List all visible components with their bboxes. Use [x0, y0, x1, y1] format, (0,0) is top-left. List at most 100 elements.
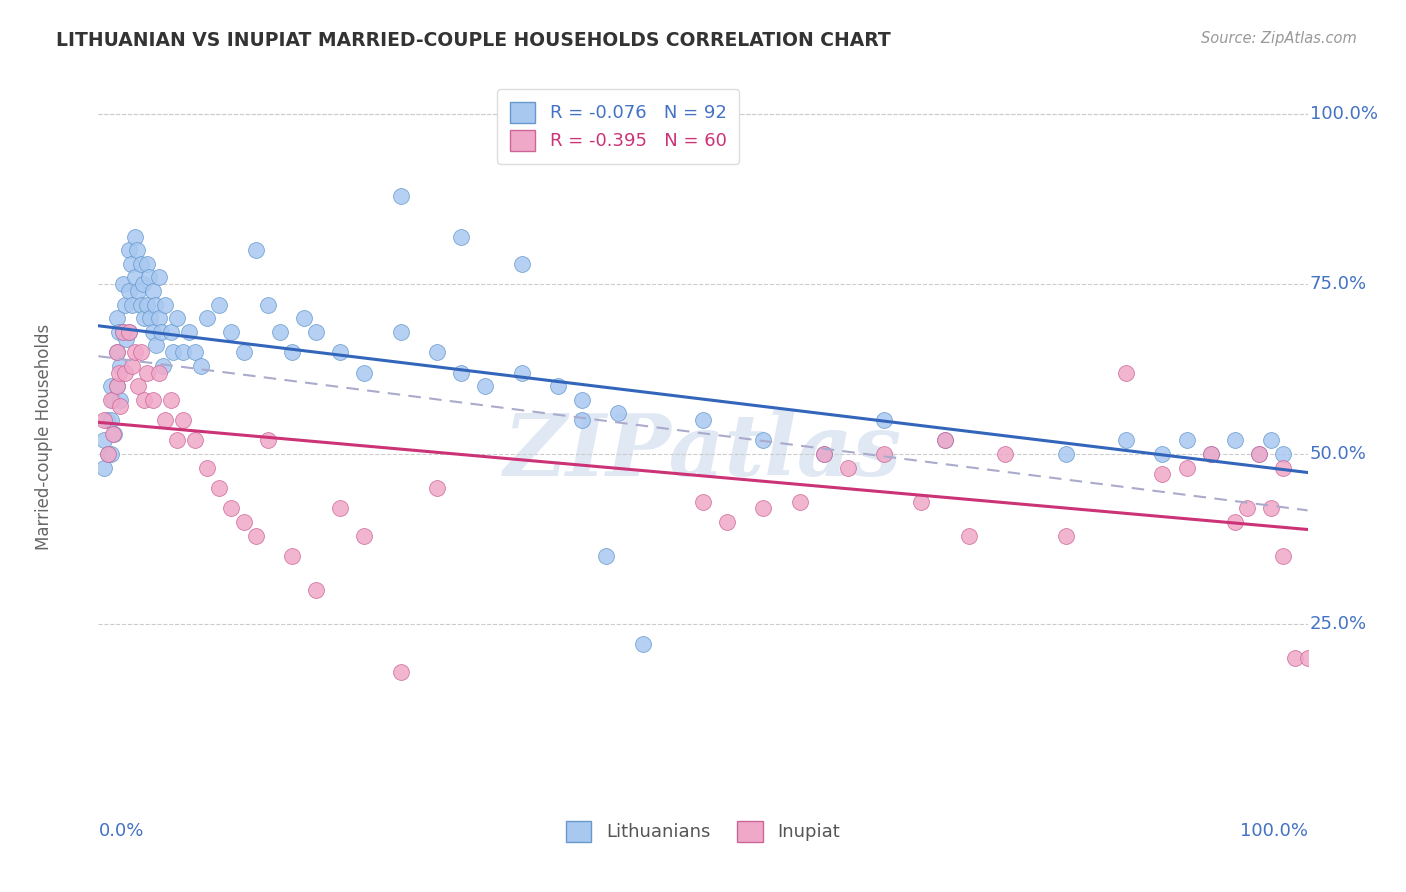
Point	[148, 270, 170, 285]
Point	[1054, 447, 1077, 461]
Point	[281, 345, 304, 359]
Point	[129, 297, 152, 311]
Text: ZIPatlas: ZIPatlas	[503, 409, 903, 493]
Point	[93, 413, 115, 427]
Point	[129, 345, 152, 359]
Point	[305, 582, 328, 597]
Point	[124, 229, 146, 244]
Point	[232, 345, 254, 359]
Point	[152, 359, 174, 373]
Point	[221, 325, 243, 339]
Point	[124, 345, 146, 359]
Point	[1249, 447, 1271, 461]
Point	[910, 494, 932, 508]
Legend: Lithuanians, Inupiat: Lithuanians, Inupiat	[560, 814, 846, 849]
Point	[100, 413, 122, 427]
Point	[142, 284, 165, 298]
Point	[153, 413, 176, 427]
Point	[1199, 447, 1222, 461]
Point	[105, 379, 128, 393]
Point	[132, 277, 155, 292]
Point	[208, 297, 231, 311]
Text: 0.0%: 0.0%	[98, 822, 143, 840]
Point	[389, 665, 412, 679]
Point	[245, 528, 267, 542]
Point	[426, 481, 449, 495]
Point	[595, 549, 617, 563]
Point	[547, 379, 569, 393]
Point	[1152, 447, 1174, 461]
Point	[1272, 447, 1295, 461]
Point	[118, 325, 141, 339]
Point	[1284, 651, 1306, 665]
Text: 25.0%: 25.0%	[1310, 615, 1367, 633]
Point	[101, 426, 124, 441]
Point	[1054, 528, 1077, 542]
Point	[813, 447, 835, 461]
Point	[108, 325, 131, 339]
Point	[127, 284, 149, 298]
Point	[118, 284, 141, 298]
Point	[329, 501, 352, 516]
Point	[101, 392, 124, 407]
Point	[1152, 467, 1174, 482]
Point	[389, 189, 412, 203]
Point	[148, 311, 170, 326]
Point	[118, 325, 141, 339]
Point	[124, 270, 146, 285]
Text: Married-couple Households: Married-couple Households	[35, 324, 53, 550]
Point	[1223, 434, 1246, 448]
Point	[281, 549, 304, 563]
Point	[994, 447, 1017, 461]
Text: 50.0%: 50.0%	[1310, 445, 1367, 463]
Point	[353, 366, 375, 380]
Point	[934, 434, 956, 448]
Point	[1260, 434, 1282, 448]
Point	[353, 528, 375, 542]
Point	[1236, 501, 1258, 516]
Point	[813, 447, 835, 461]
Point	[100, 447, 122, 461]
Point	[1223, 515, 1246, 529]
Point	[1175, 434, 1198, 448]
Point	[789, 494, 811, 508]
Point	[692, 494, 714, 508]
Point	[139, 311, 162, 326]
Point	[118, 243, 141, 257]
Point	[162, 345, 184, 359]
Point	[305, 325, 328, 339]
Point	[934, 434, 956, 448]
Point	[256, 434, 278, 448]
Point	[450, 229, 472, 244]
Point	[292, 311, 315, 326]
Point	[450, 366, 472, 380]
Point	[329, 345, 352, 359]
Text: 75.0%: 75.0%	[1310, 275, 1367, 293]
Point	[160, 392, 183, 407]
Point	[172, 345, 194, 359]
Point	[232, 515, 254, 529]
Point	[1115, 434, 1137, 448]
Point	[114, 366, 136, 380]
Text: Source: ZipAtlas.com: Source: ZipAtlas.com	[1201, 31, 1357, 46]
Point	[873, 413, 896, 427]
Point	[1260, 501, 1282, 516]
Point	[108, 392, 131, 407]
Point	[148, 366, 170, 380]
Point	[97, 447, 120, 461]
Point	[208, 481, 231, 495]
Point	[105, 379, 128, 393]
Point	[195, 460, 218, 475]
Point	[1175, 460, 1198, 475]
Point	[121, 359, 143, 373]
Point	[692, 413, 714, 427]
Text: 100.0%: 100.0%	[1240, 822, 1308, 840]
Point	[474, 379, 496, 393]
Point	[1249, 447, 1271, 461]
Point	[607, 406, 630, 420]
Point	[172, 413, 194, 427]
Point	[269, 325, 291, 339]
Point	[105, 345, 128, 359]
Point	[873, 447, 896, 461]
Point	[142, 392, 165, 407]
